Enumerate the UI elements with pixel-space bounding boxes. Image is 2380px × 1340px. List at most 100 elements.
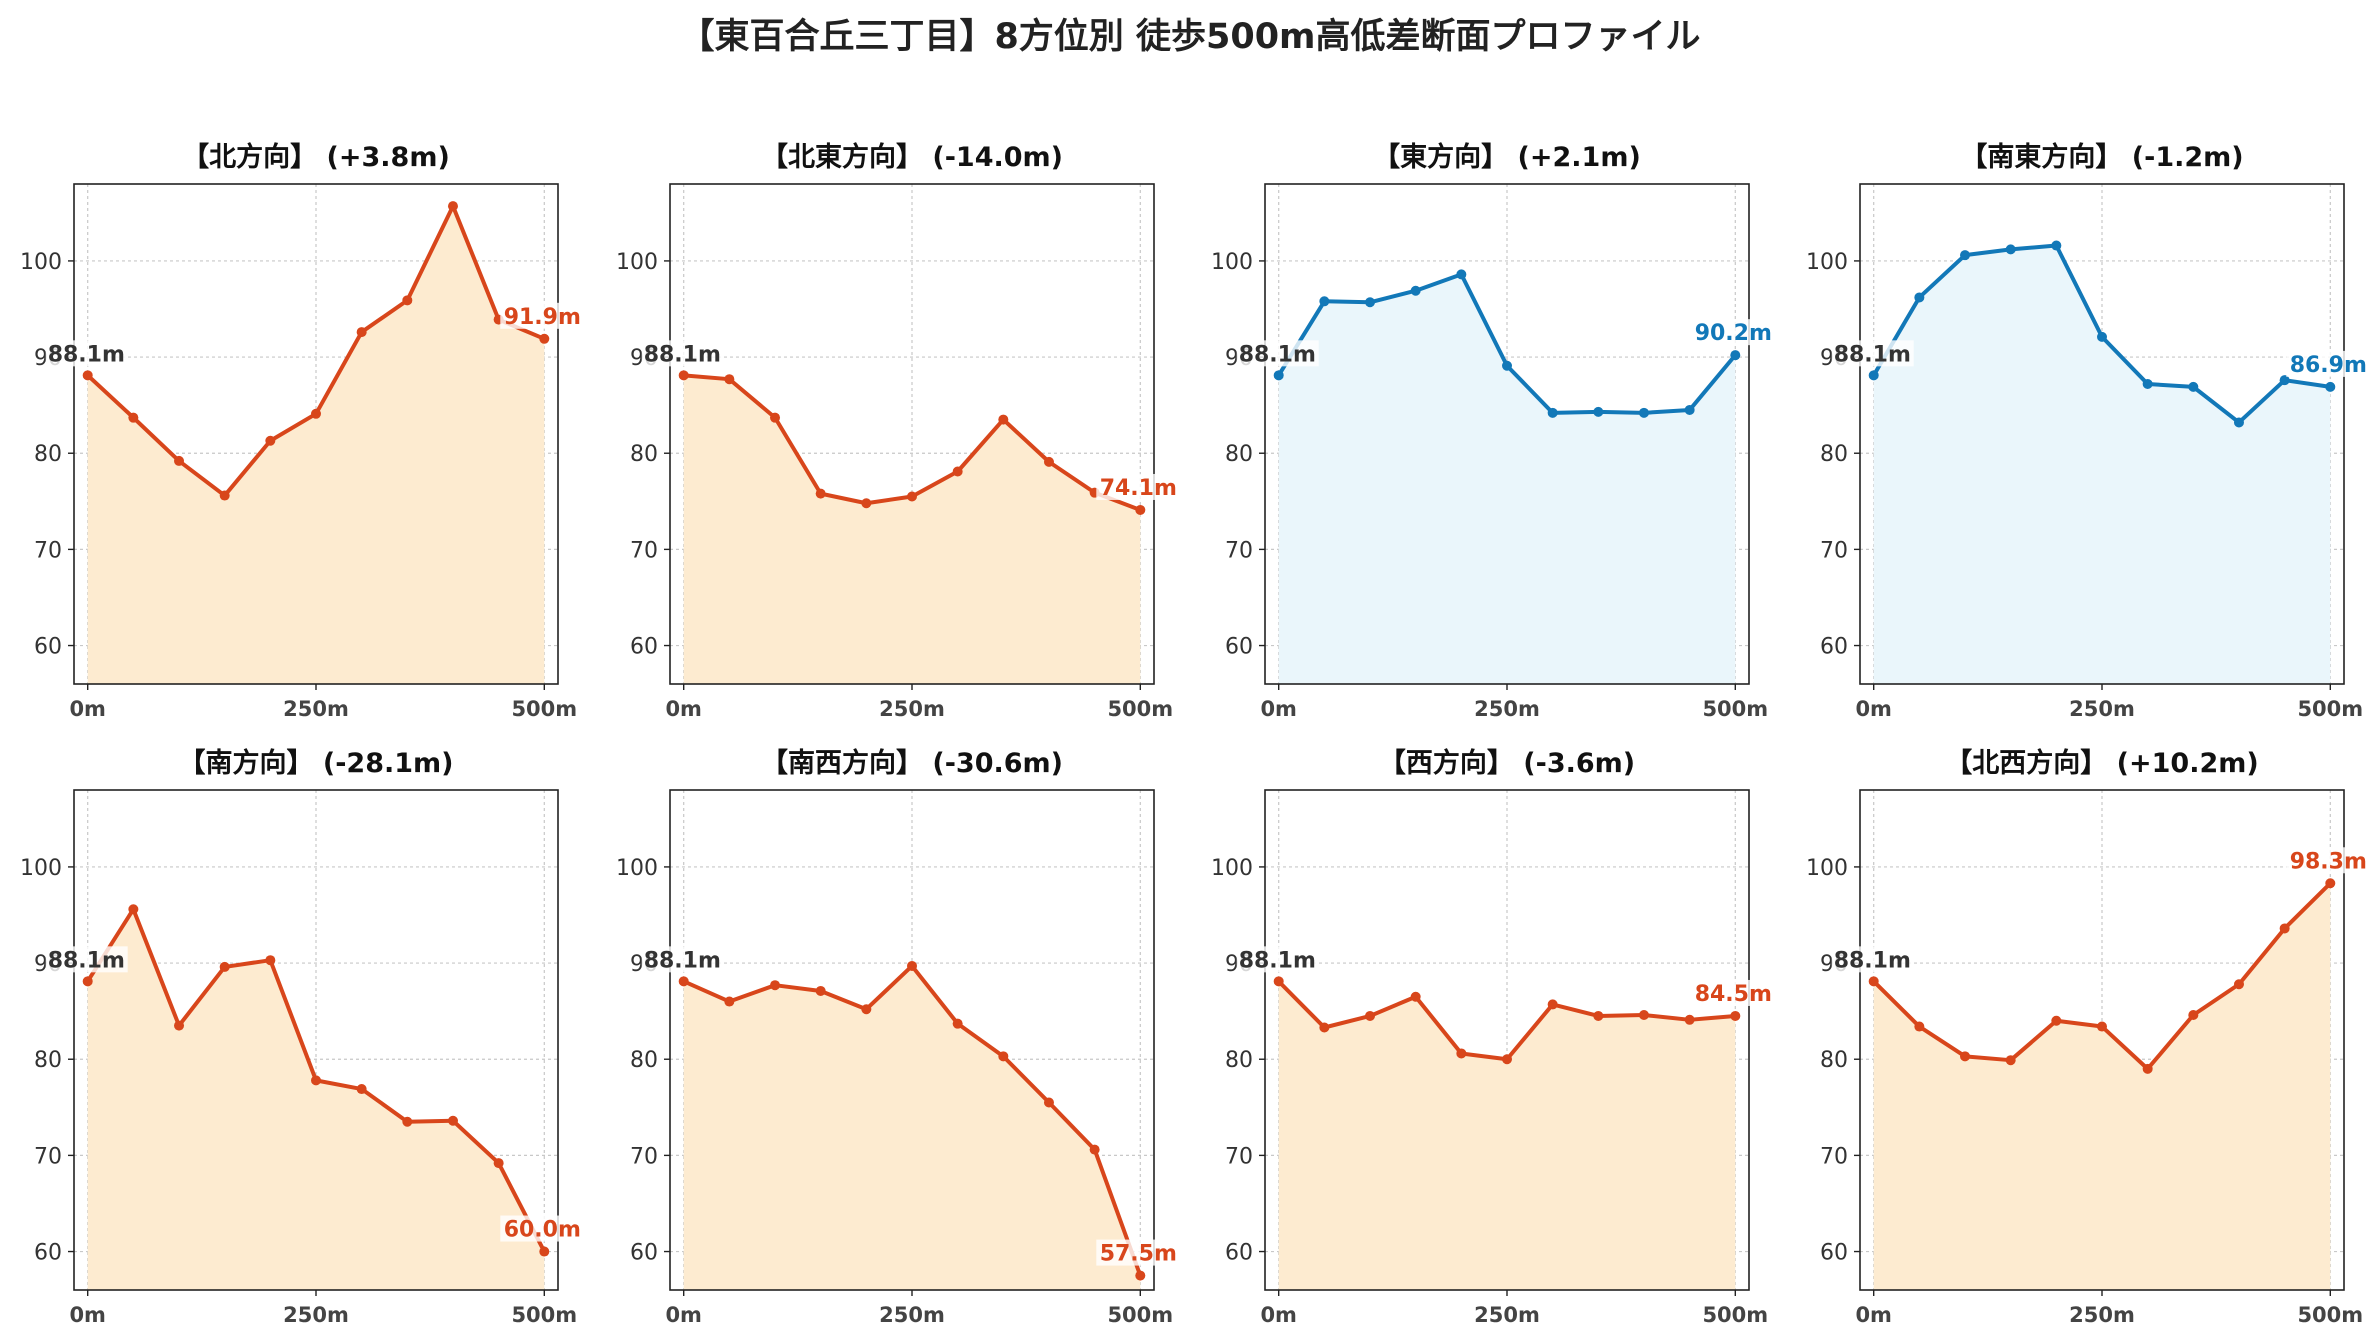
chart-panel: 【南西方向】 (-30.6m)607080901000m250m500m88.1… <box>616 747 1181 1327</box>
data-point <box>861 498 872 509</box>
data-point <box>2051 1015 2062 1026</box>
end-value-label: 98.3m <box>2290 849 2367 874</box>
x-tick-label: 250m <box>2069 1303 2135 1327</box>
panel-title: 【北東方向】 (-14.0m) <box>761 141 1063 173</box>
x-tick-label: 0m <box>665 697 702 721</box>
start-label-bg <box>1236 946 1319 973</box>
end-label-bg <box>2286 847 2371 874</box>
data-point <box>1502 360 1512 371</box>
y-tick-label: 80 <box>630 442 658 467</box>
panel-title: 【東方向】 (+2.1m) <box>1373 141 1641 173</box>
data-point <box>2005 244 2016 255</box>
data-point <box>2097 331 2107 342</box>
y-tick-label: 60 <box>34 635 62 660</box>
end-label-bg <box>500 1215 585 1242</box>
data-point <box>1914 1021 1925 1032</box>
y-tick-label: 100 <box>20 250 62 275</box>
y-tick-label: 60 <box>1820 635 1848 660</box>
chart-panel: 【南東方向】 (-1.2m)607080901000m250m500m88.1m… <box>1806 141 2371 721</box>
y-tick-label: 100 <box>20 856 62 881</box>
data-point <box>1089 1144 1100 1155</box>
start-label-bg <box>641 340 724 367</box>
data-point <box>1319 296 1330 307</box>
data-point <box>1684 1014 1695 1025</box>
data-point <box>356 327 367 338</box>
data-point <box>1043 1097 1054 1108</box>
data-point <box>1868 976 1879 987</box>
x-tick-label: 250m <box>1474 1303 1540 1327</box>
end-label-bg <box>1096 1239 1181 1266</box>
start-value-label: 88.1m <box>1239 948 1316 973</box>
chart-panel: 【東方向】 (+2.1m)607080901000m250m500m88.1m9… <box>1211 141 1776 721</box>
chart-panel: 【北東方向】 (-14.0m)607080901000m250m500m88.1… <box>616 141 1181 721</box>
start-label-bg <box>1236 340 1319 367</box>
series-area <box>1278 981 1736 1290</box>
start-value-label: 88.1m <box>644 948 721 973</box>
data-point <box>356 1084 367 1095</box>
x-tick-label: 0m <box>1855 1303 1892 1327</box>
data-point <box>1547 999 1558 1010</box>
start-label-bg <box>641 946 724 973</box>
data-point <box>128 904 139 915</box>
panel-title: 【南方向】 (-28.1m) <box>178 747 453 779</box>
data-point <box>1319 1022 1330 1033</box>
y-tick-label: 70 <box>34 1144 62 1169</box>
y-tick-label: 80 <box>1225 442 1253 467</box>
y-tick-label: 80 <box>34 442 62 467</box>
data-point <box>1410 285 1421 296</box>
panel-title: 【西方向】 (-3.6m) <box>1379 747 1635 779</box>
x-tick-label: 500m <box>511 697 577 721</box>
start-label-bg <box>1831 946 1914 973</box>
data-point <box>1273 976 1284 987</box>
panel-title: 【南西方向】 (-30.6m) <box>761 747 1063 779</box>
data-point <box>1273 370 1284 381</box>
y-tick-label: 60 <box>1225 1241 1253 1266</box>
chart-panel: 【西方向】 (-3.6m)607080901000m250m500m88.1m8… <box>1211 747 1776 1327</box>
data-point <box>1638 407 1649 418</box>
data-point <box>907 491 917 502</box>
y-tick-label: 80 <box>1225 1048 1253 1073</box>
series-area <box>683 375 1141 684</box>
chart-panel: 【北西方向】 (+10.2m)607080901000m250m500m88.1… <box>1806 747 2371 1327</box>
y-tick-label: 100 <box>616 856 658 881</box>
start-value-label: 88.1m <box>1834 342 1911 367</box>
data-point <box>1914 292 1925 303</box>
data-point <box>1135 1270 1146 1281</box>
y-tick-label: 80 <box>1820 1048 1848 1073</box>
data-point <box>1456 269 1467 280</box>
data-point <box>174 455 185 466</box>
data-point <box>1043 456 1054 467</box>
x-tick-label: 250m <box>283 1303 349 1327</box>
panel-title: 【北方向】 (+3.8m) <box>182 141 450 173</box>
x-tick-label: 0m <box>1260 1303 1297 1327</box>
end-value-label: 84.5m <box>1695 982 1772 1007</box>
panel-title: 【南東方向】 (-1.2m) <box>1960 141 2243 173</box>
y-tick-label: 70 <box>1820 538 1848 563</box>
x-tick-label: 0m <box>69 697 106 721</box>
data-point <box>402 295 413 306</box>
data-point <box>815 488 826 499</box>
y-tick-label: 60 <box>630 635 658 660</box>
end-value-label: 60.0m <box>504 1218 581 1243</box>
data-point <box>2188 1010 2199 1020</box>
start-value-label: 88.1m <box>48 342 125 367</box>
data-point <box>311 408 321 419</box>
data-point <box>952 466 963 477</box>
x-tick-label: 500m <box>1702 1303 1768 1327</box>
data-point <box>2279 923 2290 934</box>
chart-panel: 【南方向】 (-28.1m)607080901000m250m500m88.1m… <box>20 747 585 1327</box>
data-point <box>311 1075 321 1086</box>
series-area <box>1873 245 2331 684</box>
y-tick-label: 100 <box>616 250 658 275</box>
y-tick-label: 100 <box>1806 856 1848 881</box>
series-area <box>1278 274 1736 684</box>
data-point <box>952 1018 963 1029</box>
data-point <box>1456 1048 1467 1059</box>
data-point <box>539 1246 550 1257</box>
data-point <box>1547 407 1558 418</box>
data-point <box>539 333 550 344</box>
x-tick-label: 500m <box>1107 1303 1173 1327</box>
data-point <box>1730 350 1741 361</box>
data-point <box>678 976 689 987</box>
y-tick-label: 70 <box>630 1144 658 1169</box>
